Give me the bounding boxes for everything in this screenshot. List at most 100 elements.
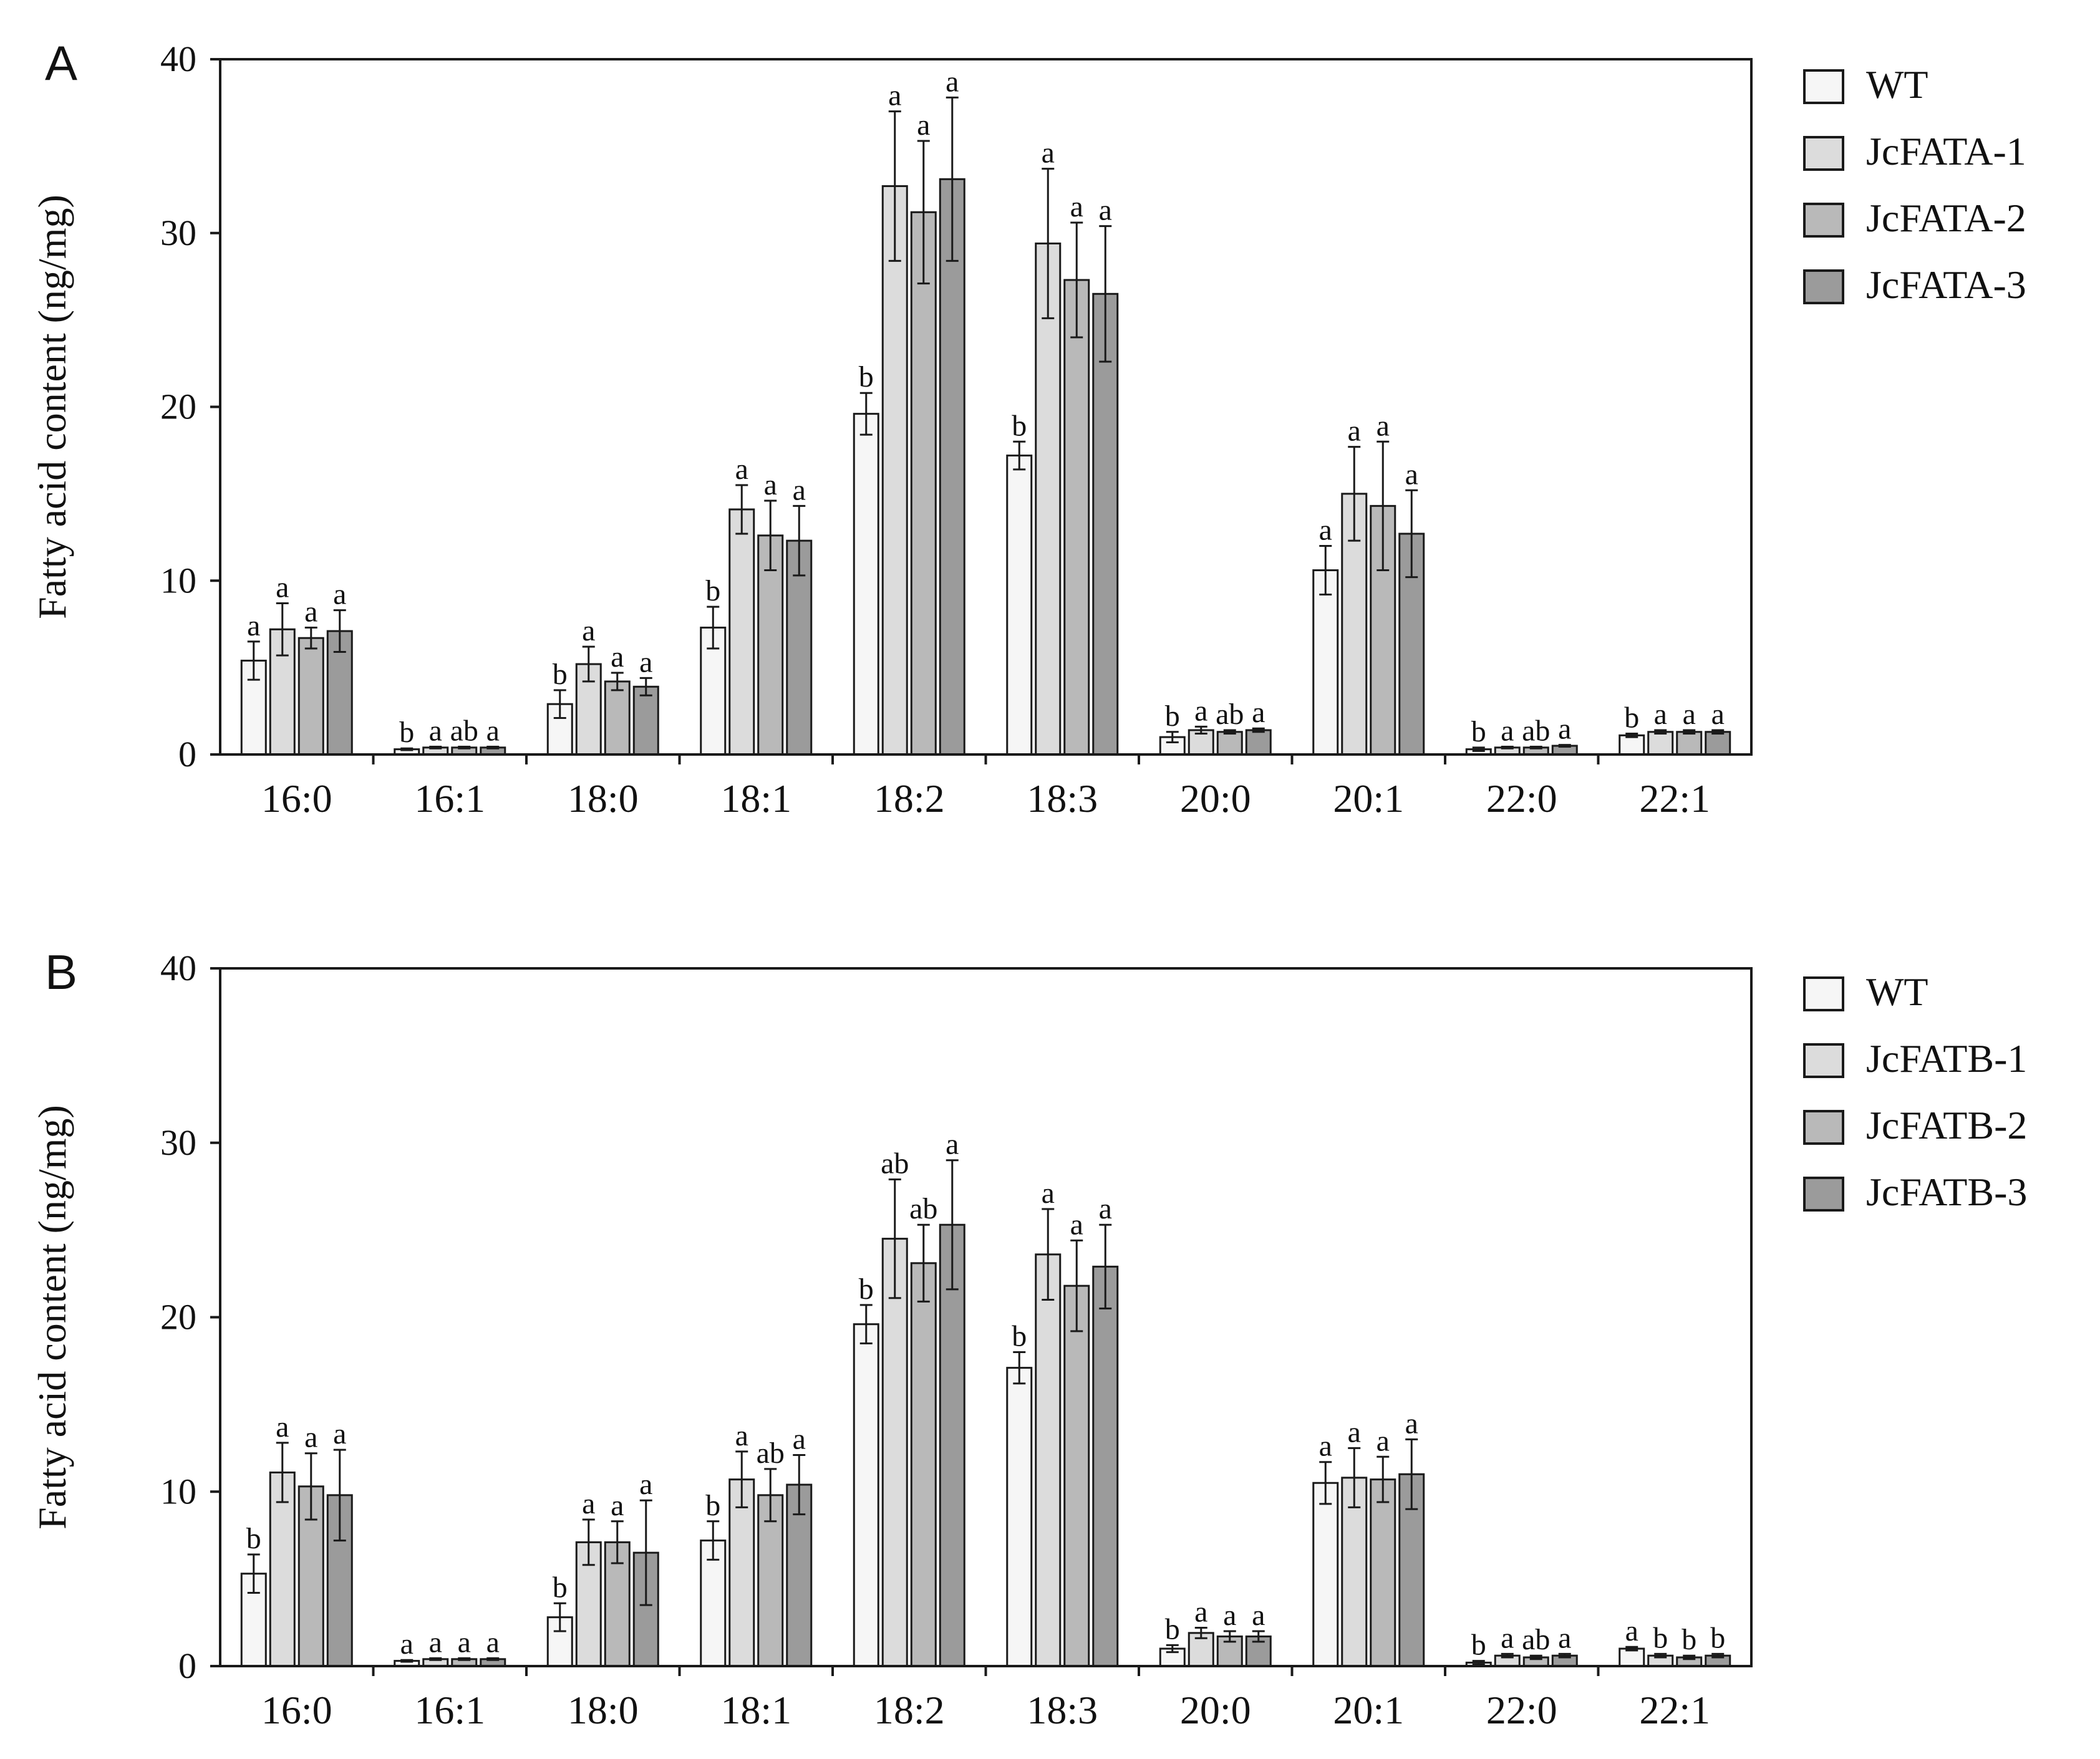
x-tick-label: 18:1 xyxy=(720,1688,791,1732)
significance-letter: a xyxy=(247,609,260,642)
y-axis-label: Fatty acid content (ng/mg) xyxy=(30,1105,74,1530)
significance-letter: ab xyxy=(881,1147,909,1180)
significance-letter: b xyxy=(1012,409,1027,442)
bar xyxy=(298,637,324,756)
significance-letter: a xyxy=(946,65,959,98)
significance-letter: a xyxy=(639,1468,652,1501)
x-tick-label: 16:1 xyxy=(414,1688,485,1732)
x-tick-label: 18:3 xyxy=(1027,1688,1098,1732)
bar xyxy=(1216,731,1243,756)
legend-swatch xyxy=(1803,203,1844,238)
bar xyxy=(1006,455,1033,756)
significance-letter: a xyxy=(333,578,346,611)
significance-letter: a xyxy=(793,473,806,506)
legend-label: WT xyxy=(1866,970,1928,1014)
legend-swatch xyxy=(1803,136,1844,171)
y-tick-label: 40 xyxy=(160,948,196,988)
plot-frame xyxy=(219,967,1753,1667)
bar xyxy=(1245,729,1272,756)
x-tick-label: 16:0 xyxy=(261,1688,332,1732)
significance-letter: ab xyxy=(450,714,478,747)
x-tick-label: 20:1 xyxy=(1333,1688,1404,1732)
significance-letter: b xyxy=(1165,700,1180,733)
bar xyxy=(881,185,908,756)
significance-letter: b xyxy=(1471,1629,1486,1662)
significance-letter: a xyxy=(1405,458,1418,491)
bar xyxy=(1312,569,1339,756)
legend-label: JcFATB-1 xyxy=(1866,1036,2027,1081)
y-axis-label: Fatty acid content (ng/mg) xyxy=(30,195,74,619)
bar xyxy=(1092,1265,1119,1667)
bar xyxy=(853,413,879,756)
significance-letter: b xyxy=(859,360,874,393)
x-tick-label: 20:0 xyxy=(1180,776,1251,821)
significance-letter: a xyxy=(1501,1621,1514,1654)
significance-letter: a xyxy=(611,640,624,673)
bar xyxy=(853,1323,879,1667)
significance-letter: a xyxy=(429,1626,442,1659)
significance-letter: b xyxy=(399,716,414,749)
significance-letter: a xyxy=(1099,1192,1112,1225)
x-tick-label: 22:1 xyxy=(1639,1688,1710,1732)
legend: WT JcFATB-1 JcFATB-2 JcFATB-3 xyxy=(1803,970,2027,1214)
significance-letter: a xyxy=(1654,698,1667,731)
y-tick-label: 30 xyxy=(160,213,196,253)
y-tick-label: 0 xyxy=(178,1646,196,1686)
significance-letter: ab xyxy=(1522,1623,1550,1656)
bar xyxy=(1063,1284,1090,1667)
significance-letter: a xyxy=(1252,1599,1265,1632)
significance-letter: a xyxy=(582,1487,595,1520)
x-tick-label: 18:2 xyxy=(874,1688,945,1732)
x-tick-label: 20:0 xyxy=(1180,1688,1251,1732)
legend-swatch xyxy=(1803,269,1844,304)
significance-letter: b xyxy=(1653,1621,1668,1654)
bar xyxy=(1006,1367,1033,1667)
significance-letter: a xyxy=(1319,514,1332,547)
y-tick-label: 40 xyxy=(160,39,196,79)
x-tick-label: 22:0 xyxy=(1486,776,1557,821)
significance-letter: a xyxy=(1377,409,1390,442)
y-tick-label: 10 xyxy=(160,560,196,600)
significance-letter: a xyxy=(917,108,930,142)
legend-label: JcFATB-2 xyxy=(1866,1103,2027,1147)
significance-letter: a xyxy=(1042,1177,1055,1210)
significance-letter: a xyxy=(1194,1595,1207,1628)
significance-letter: a xyxy=(1348,1415,1361,1448)
significance-letter: a xyxy=(888,79,901,112)
significance-letter: b xyxy=(1471,715,1486,748)
legend-label: WT xyxy=(1866,62,1928,107)
significance-letter: a xyxy=(1223,1599,1236,1632)
significance-letter: b xyxy=(1624,701,1639,735)
y-tick-label: 20 xyxy=(160,1297,196,1337)
x-tick-label: 20:1 xyxy=(1333,776,1404,821)
significance-letter: b xyxy=(1165,1612,1180,1646)
y-tick-label: 0 xyxy=(178,734,196,774)
significance-letter: b xyxy=(246,1522,261,1555)
bar xyxy=(881,1238,908,1667)
significance-letter: a xyxy=(1558,1621,1571,1654)
bar xyxy=(1647,731,1674,756)
significance-letter: a xyxy=(429,714,442,747)
y-tick-label: 20 xyxy=(160,387,196,427)
bar xyxy=(632,685,659,756)
significance-letter: b xyxy=(1710,1621,1725,1654)
significance-letter: a xyxy=(276,1410,289,1443)
legend-label: JcFATA-2 xyxy=(1866,196,2026,240)
significance-letter: ab xyxy=(1216,698,1244,731)
bar xyxy=(939,178,965,756)
legend-label: JcFATA-3 xyxy=(1866,263,2026,307)
y-tick-label: 10 xyxy=(160,1471,196,1511)
x-tick-label: 18:0 xyxy=(568,1688,639,1732)
significance-letter: b xyxy=(553,1571,568,1604)
significance-letter: a xyxy=(304,595,317,629)
significance-letter: b xyxy=(1681,1623,1696,1656)
significance-letter: a xyxy=(1252,696,1265,729)
legend-swatch xyxy=(1803,976,1844,1011)
significance-letter: a xyxy=(793,1423,806,1456)
bar xyxy=(1619,1647,1645,1667)
significance-letter: ab xyxy=(1522,714,1550,747)
bar xyxy=(1705,731,1731,756)
significance-letter: ab xyxy=(909,1192,937,1225)
